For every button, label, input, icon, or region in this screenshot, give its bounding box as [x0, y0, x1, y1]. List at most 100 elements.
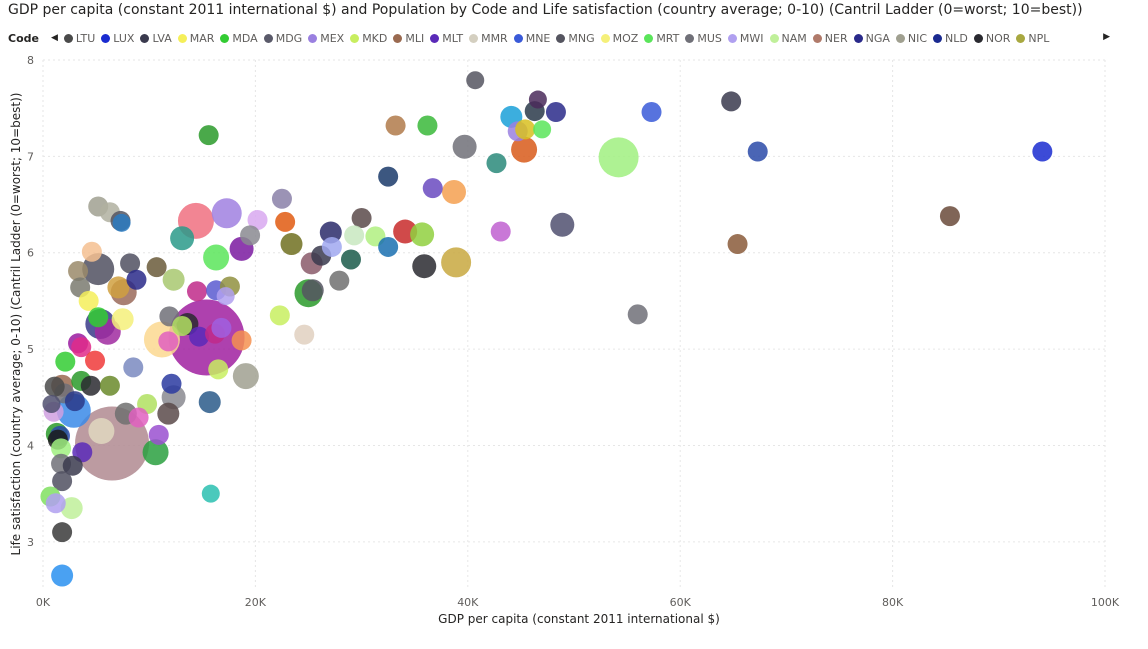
data-point[interactable]: [269, 305, 290, 326]
data-point[interactable]: [410, 222, 435, 247]
data-point[interactable]: [727, 234, 748, 255]
data-point[interactable]: [216, 287, 235, 306]
data-point[interactable]: [157, 402, 180, 425]
data-point[interactable]: [198, 125, 219, 146]
data-point[interactable]: [232, 363, 259, 390]
legend-item-mwi[interactable]: MWI: [727, 32, 764, 45]
data-point[interactable]: [111, 308, 134, 331]
data-point[interactable]: [1032, 141, 1053, 162]
legend-item-nga[interactable]: NGA: [853, 32, 890, 45]
legend-item-nic[interactable]: NIC: [895, 32, 927, 45]
data-point[interactable]: [45, 493, 66, 514]
data-point[interactable]: [162, 268, 185, 291]
legend-item-mng[interactable]: MNG: [556, 32, 595, 45]
data-point[interactable]: [44, 376, 65, 397]
data-point[interactable]: [186, 281, 207, 302]
data-point[interactable]: [60, 497, 83, 520]
data-point[interactable]: [211, 198, 242, 229]
legend-item-npl[interactable]: NPL: [1016, 32, 1049, 45]
data-point[interactable]: [211, 317, 232, 338]
data-point[interactable]: [721, 91, 742, 112]
data-point[interactable]: [146, 257, 167, 278]
data-point[interactable]: [385, 115, 406, 136]
data-point[interactable]: [126, 269, 147, 290]
legend-item-mkd[interactable]: MKD: [350, 32, 387, 45]
legend-item-mrt[interactable]: MRT: [644, 32, 679, 45]
data-point[interactable]: [641, 102, 662, 123]
legend-item-mlt[interactable]: MLT: [430, 32, 463, 45]
legend-item-lux[interactable]: LUX: [101, 32, 134, 45]
data-point[interactable]: [275, 211, 296, 232]
legend-item-nld[interactable]: NLD: [933, 32, 968, 45]
data-point[interactable]: [78, 290, 99, 311]
data-point[interactable]: [203, 244, 230, 271]
data-point[interactable]: [378, 236, 399, 257]
data-point[interactable]: [88, 418, 115, 444]
data-point[interactable]: [271, 188, 292, 209]
data-point[interactable]: [466, 71, 485, 90]
data-point[interactable]: [68, 261, 89, 282]
data-point[interactable]: [88, 307, 109, 328]
data-point[interactable]: [412, 254, 437, 279]
data-point[interactable]: [321, 236, 342, 257]
data-point[interactable]: [172, 315, 193, 336]
data-point[interactable]: [533, 120, 552, 139]
data-point[interactable]: [64, 391, 85, 412]
data-point[interactable]: [51, 564, 74, 587]
legend-item-ner[interactable]: NER: [812, 32, 848, 45]
data-point[interactable]: [51, 438, 72, 459]
data-point[interactable]: [351, 208, 372, 229]
data-point[interactable]: [280, 233, 303, 256]
data-point[interactable]: [55, 351, 76, 372]
data-point[interactable]: [545, 102, 566, 123]
data-point[interactable]: [170, 226, 195, 251]
data-point[interactable]: [511, 136, 538, 163]
data-point[interactable]: [329, 270, 350, 291]
data-point[interactable]: [294, 324, 315, 345]
data-point[interactable]: [452, 134, 477, 159]
data-point[interactable]: [123, 357, 144, 378]
legend-item-moz[interactable]: MOZ: [600, 32, 638, 45]
data-point[interactable]: [142, 439, 169, 466]
data-point[interactable]: [189, 326, 210, 347]
data-point[interactable]: [80, 375, 101, 396]
legend-item-mex[interactable]: MEX: [308, 32, 344, 45]
data-point[interactable]: [107, 276, 130, 299]
data-point[interactable]: [148, 424, 169, 445]
legend-item-lva[interactable]: LVA: [140, 32, 172, 45]
data-point[interactable]: [240, 225, 261, 246]
data-point[interactable]: [62, 455, 83, 476]
legend-item-mda[interactable]: MDA: [220, 32, 258, 45]
legend-item-mus[interactable]: MUS: [685, 32, 722, 45]
legend-item-mne[interactable]: MNE: [513, 32, 550, 45]
data-point[interactable]: [490, 221, 511, 242]
data-point[interactable]: [422, 178, 443, 199]
data-point[interactable]: [231, 330, 252, 351]
data-point[interactable]: [52, 471, 73, 492]
data-point[interactable]: [344, 225, 365, 246]
data-point[interactable]: [128, 407, 149, 428]
data-point[interactable]: [378, 166, 399, 187]
data-point[interactable]: [598, 137, 639, 178]
data-point[interactable]: [528, 90, 547, 109]
data-point[interactable]: [52, 522, 73, 543]
data-point[interactable]: [627, 304, 648, 325]
data-point[interactable]: [417, 115, 438, 136]
data-point[interactable]: [301, 279, 324, 302]
data-point[interactable]: [158, 331, 179, 352]
legend-item-mli[interactable]: MLI: [393, 32, 424, 45]
legend-item-mdg[interactable]: MDG: [263, 32, 302, 45]
data-point[interactable]: [515, 119, 536, 140]
data-point[interactable]: [85, 350, 106, 371]
data-point[interactable]: [198, 391, 221, 414]
data-point[interactable]: [747, 141, 768, 162]
data-point[interactable]: [939, 206, 960, 227]
legend-prev-arrow-icon[interactable]: ◀: [50, 33, 58, 43]
legend-item-nor[interactable]: NOR: [973, 32, 1010, 45]
data-point[interactable]: [486, 153, 507, 174]
data-point[interactable]: [550, 212, 575, 237]
legend-item-mmr[interactable]: MMR: [469, 32, 508, 45]
data-point[interactable]: [441, 180, 466, 205]
data-point[interactable]: [112, 213, 131, 232]
data-point[interactable]: [71, 337, 92, 358]
